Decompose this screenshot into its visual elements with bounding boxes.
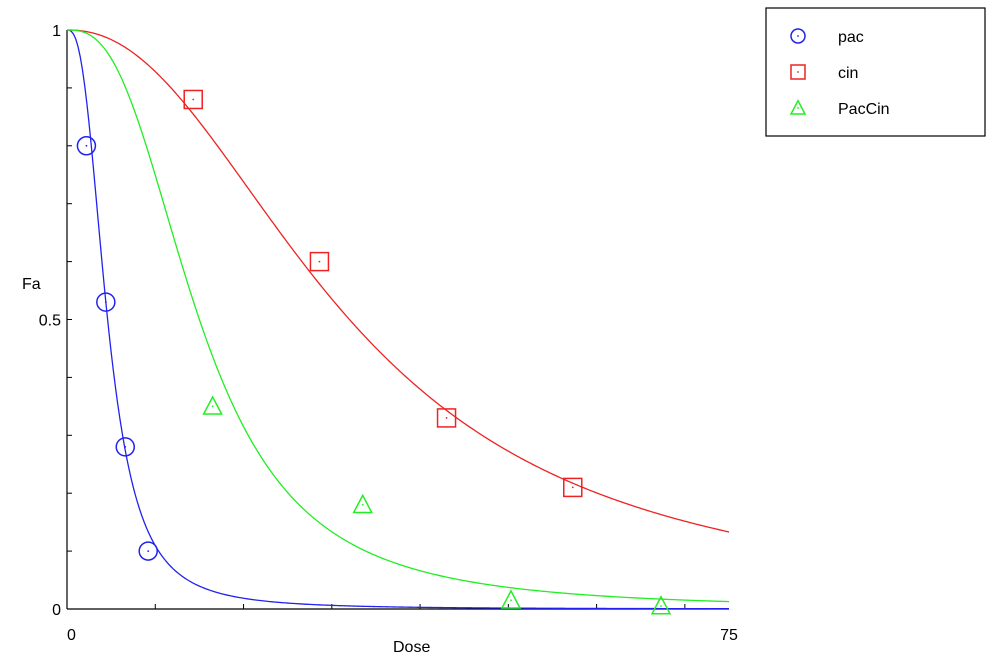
- y-axis-title: Fa: [22, 276, 41, 293]
- data-markers: [76, 89, 672, 615]
- data-point-cin: [183, 89, 203, 110]
- data-point-pac: [96, 292, 116, 312]
- y-tick-label: 0: [52, 602, 61, 619]
- data-point-pac: [76, 136, 97, 156]
- data-point-cin: [309, 251, 330, 272]
- legend-label-pac: pac: [838, 29, 864, 46]
- legend: pac cin PacCin: [765, 7, 986, 137]
- data-point-cin: [563, 477, 583, 498]
- legend-items: pac cin PacCin: [789, 28, 890, 118]
- y-tick-label: 1: [52, 23, 61, 40]
- legend-label-paccin: PacCin: [838, 101, 890, 118]
- legend-marker-paccin: [789, 99, 807, 115]
- data-point-paccin: [500, 589, 522, 609]
- data-point-pac: [138, 541, 158, 561]
- x-axis-title: Dose: [393, 639, 430, 656]
- x-tick-label: 0: [67, 627, 76, 644]
- data-point-pac: [115, 437, 136, 457]
- legend-label-cin: cin: [838, 65, 858, 82]
- x-tick-label: 75: [720, 627, 738, 644]
- plot-area: [66, 29, 730, 615]
- fit-curve-cin: [66, 29, 730, 533]
- axis-ticks: [66, 29, 686, 610]
- data-point-paccin: [352, 493, 373, 514]
- tick-labels: 0 0.5 1 0 75: [39, 23, 738, 644]
- legend-marker-pac: [790, 28, 806, 44]
- fit-curve-paccin: [66, 29, 730, 603]
- data-point-cin: [436, 408, 457, 428]
- y-tick-label: 0.5: [39, 313, 61, 330]
- legend-marker-cin: [790, 64, 806, 80]
- data-point-paccin: [650, 595, 672, 615]
- data-point-paccin: [202, 395, 223, 415]
- fit-curves: [66, 29, 730, 610]
- fit-curve-pac: [66, 29, 729, 610]
